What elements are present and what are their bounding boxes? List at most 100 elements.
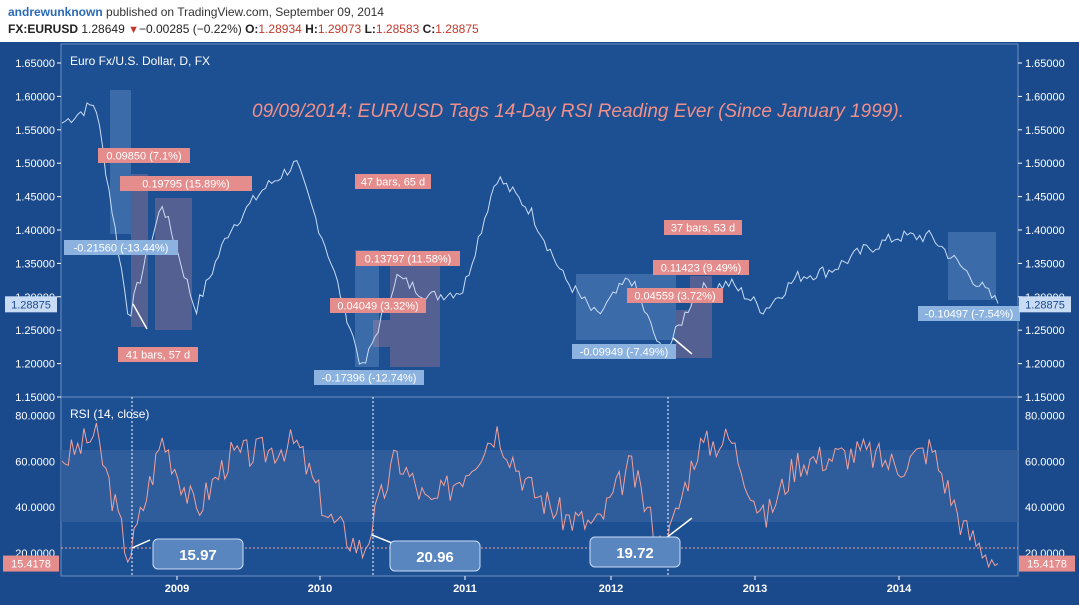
time-tick-label: 2012 [599, 583, 623, 595]
measure-box [155, 198, 192, 330]
down-arrow-icon: ▼ [128, 24, 139, 36]
annotation-label: -0.10497 (-7.54%) [918, 306, 1020, 321]
rsi-tag-left: 15.4178 [3, 555, 59, 572]
time-tick-label: 2014 [887, 583, 912, 595]
open-value: 1.28934 [258, 22, 302, 36]
rsi-callout: 19.72 [589, 536, 681, 568]
open-label: O: [245, 22, 259, 36]
price-tick-label-left: 1.60000 [15, 91, 55, 103]
current-value-tags: 1.28875 1.28875 15.4178 15.4178 [3, 296, 1075, 572]
price-tick-label-right: 1.40000 [1025, 225, 1065, 237]
annotation-box [355, 174, 431, 189]
rsi-tick-label-left: 40.0000 [15, 502, 55, 514]
rsi-tick-label-left: 60.0000 [15, 456, 55, 468]
rsi-title: RSI (14, close) [70, 407, 149, 421]
annotation-label: 0.13797 (11.58%) [356, 251, 460, 266]
annotation-box [118, 347, 198, 362]
last-price: 1.28649 [81, 22, 125, 36]
callout-value: 19.72 [616, 545, 654, 562]
price-pane [60, 43, 1019, 398]
price-axis-left: 1.65000 1.60000 1.55000 1.50000 1.45000 1.400… [15, 58, 61, 404]
rsi-tick-label-left: 80.0000 [15, 410, 55, 422]
annotation-box [120, 176, 252, 191]
time-tick-label: 2011 [453, 583, 477, 595]
annotation-text: 41 bars, 57 d [126, 350, 190, 362]
annotation-label: 37 bars, 53 d [664, 220, 742, 235]
price-tick-label-right: 1.15000 [1025, 392, 1065, 404]
annotation-text: 0.04049 (3.32%) [337, 301, 418, 313]
annotation-box [918, 306, 1020, 321]
rsi-series-line [61, 422, 999, 569]
time-tick-label: 2009 [165, 583, 189, 595]
instrument-title: Euro Fx/U.S. Dollar, D, FX [70, 54, 210, 68]
measure-boxes [110, 90, 996, 367]
annotation-label: -0.17396 (-12.74%) [314, 370, 424, 385]
price-tick-label-left: 1.15000 [15, 392, 55, 404]
price-tick-label-left: 1.55000 [15, 125, 55, 137]
price-series-line [61, 102, 999, 365]
close-value: 1.28875 [435, 22, 479, 36]
tag-box [1019, 296, 1071, 313]
price-tick-label-left: 1.20000 [15, 359, 55, 371]
annotation-box [98, 148, 190, 163]
annotation-label: -0.09949 (-7.49%) [572, 344, 676, 359]
tag-box [3, 555, 59, 572]
high-value: 1.29073 [317, 22, 362, 36]
published-text: published on TradingView.com, September … [106, 5, 384, 19]
annotation-box [664, 220, 742, 235]
price-tick-label-right: 1.45000 [1025, 192, 1065, 204]
annotation-label: 0.04049 (3.32%) [330, 298, 426, 313]
annotation-box [653, 260, 749, 275]
callout-value: 15.97 [179, 547, 217, 564]
annotation-text: 37 bars, 53 d [671, 223, 735, 235]
annotation-text: -0.17396 (-12.74%) [322, 373, 417, 385]
publisher-line: andrewunknown published on TradingView.c… [8, 5, 384, 19]
annotation-text: -0.10497 (-7.54%) [925, 309, 1014, 321]
rsi-tag-right: 15.4178 [1019, 555, 1075, 572]
tag-text: 15.4178 [11, 559, 51, 571]
annotation-label: -0.21560 (-13.44%) [64, 240, 178, 255]
quote-line: FX:EURUSD 1.28649 ▼−0.00285 (−0.22%) O:1… [8, 22, 479, 36]
annotation-text: 0.11423 (9.49%) [661, 263, 742, 275]
annotation-text: -0.21560 (-13.44%) [74, 243, 169, 255]
rsi-callouts: 15.97 20.96 19.72 [152, 536, 681, 572]
measure-box [676, 310, 690, 358]
rsi-callout: 20.96 [389, 540, 481, 572]
callout-box [389, 540, 481, 572]
annotation-label: 0.09850 (7.1%) [98, 148, 190, 163]
trend-lines [131, 303, 693, 549]
price-tick-label-left: 1.50000 [15, 158, 55, 170]
author-link[interactable]: andrewunknown [8, 5, 103, 19]
annotation-box [64, 240, 178, 255]
measure-box [390, 266, 440, 367]
price-tick-label-right: 1.20000 [1025, 359, 1065, 371]
price-change: −0.00285 (−0.22%) [138, 22, 242, 36]
callout-box [152, 538, 244, 570]
annotation-box [572, 344, 676, 359]
annotation-box [330, 298, 426, 313]
high-label: H: [305, 22, 318, 36]
rsi-tick-label-right: 40.0000 [1025, 502, 1065, 514]
price-tick-label-right: 1.65000 [1025, 58, 1065, 70]
price-tag-left: 1.28875 [5, 296, 57, 313]
annotation-text: -0.09949 (-7.49%) [580, 347, 669, 359]
price-tick-label-right: 1.25000 [1025, 325, 1065, 337]
price-tick-label-left: 1.40000 [15, 225, 55, 237]
annotation-label: 41 bars, 57 d [118, 347, 198, 362]
annotation-box [314, 370, 424, 385]
chart-area[interactable]: 1.65000 1.60000 1.55000 1.50000 1.45000 1.400… [0, 42, 1079, 605]
low-label: L: [364, 22, 376, 36]
annotation-text: 0.09850 (7.1%) [106, 151, 181, 163]
tag-text: 1.28875 [1025, 299, 1065, 311]
annotation-label: 0.11423 (9.49%) [653, 260, 749, 275]
price-tick-label-right: 1.60000 [1025, 91, 1065, 103]
close-label: C: [422, 22, 436, 36]
annotation-label: 0.04559 (3.72%) [627, 288, 723, 303]
symbol: FX:EURUSD [8, 22, 79, 36]
annotation-text: 0.04559 (3.72%) [634, 291, 715, 303]
time-axis: 2009 2010 2011 2012 2013 2014 [165, 576, 912, 595]
rsi-tick-label-right: 80.0000 [1025, 410, 1065, 422]
headline: 09/09/2014: EUR/USD Tags 14-Day RSI Read… [252, 101, 904, 122]
callout-value: 20.96 [416, 549, 454, 566]
time-tick-label: 2013 [743, 583, 767, 595]
